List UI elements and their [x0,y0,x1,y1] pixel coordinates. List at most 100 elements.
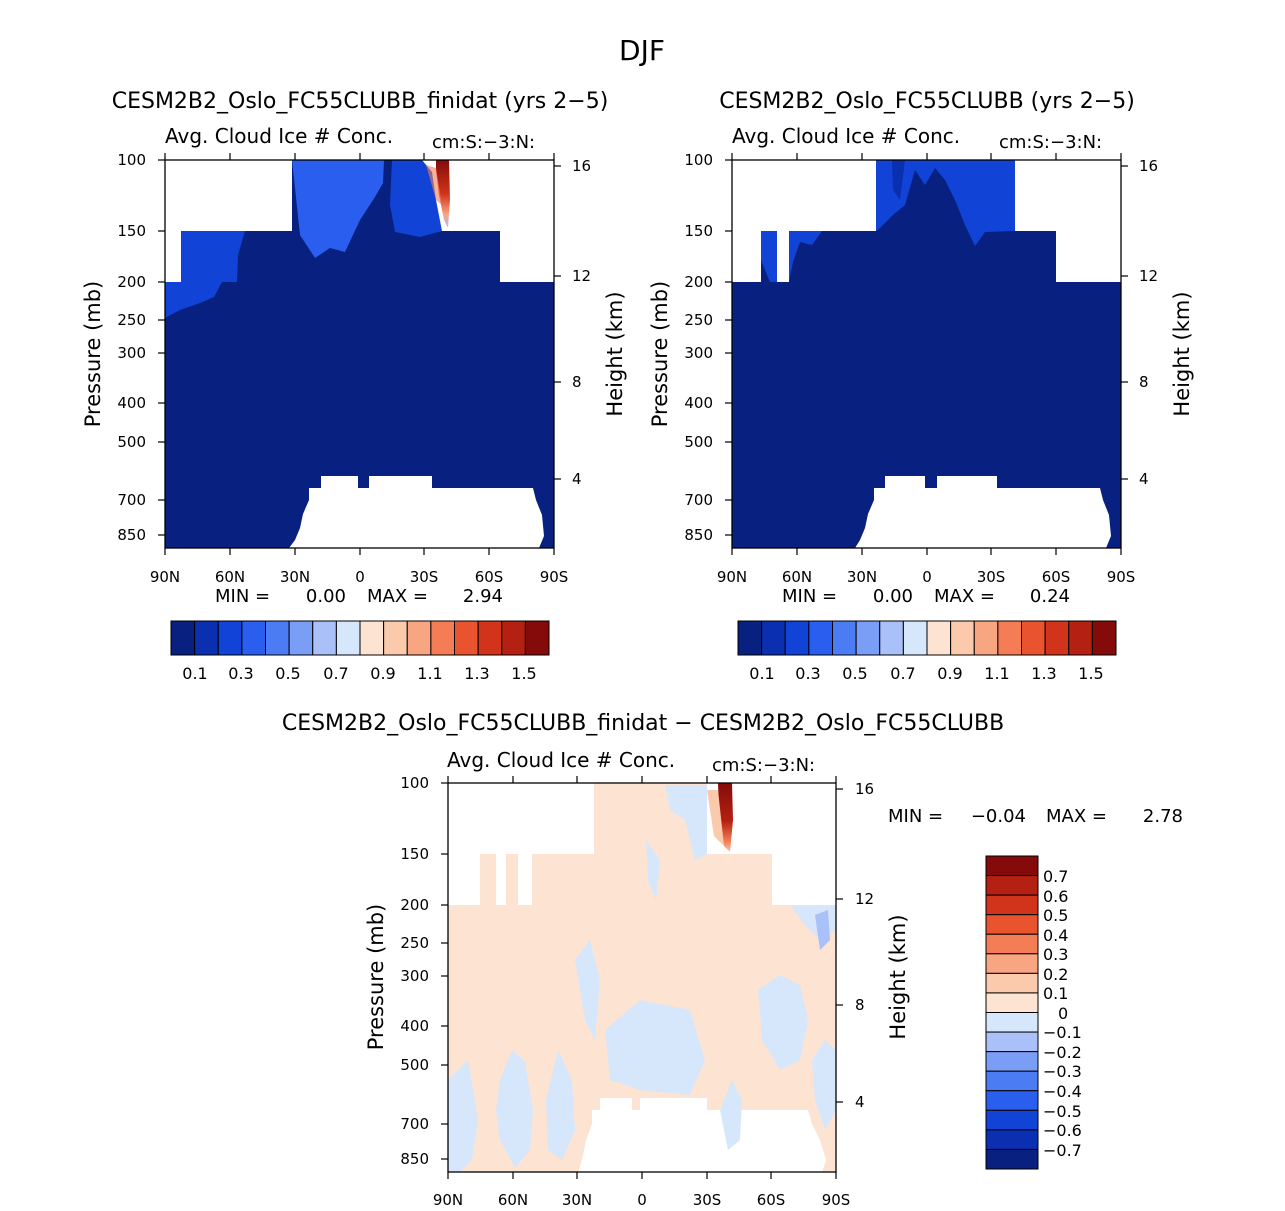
y-tick-label: 850 [684,526,713,544]
y2-tick-label: 12 [1139,267,1158,285]
negative-region [812,1040,836,1130]
y2-tick-label: 16 [855,780,874,798]
colorbar-swatch [985,1109,1039,1131]
ticks [158,153,561,555]
panel-2: CESM2B2_Oslo_FC55CLUBB (yrs 2−5) Avg. Cl… [648,89,1194,683]
panel-subtitle: Avg. Cloud Ice # Conc. [732,124,960,148]
y2-tick-labels: 16 12 8 4 [1139,157,1158,488]
colorbar-label: 0 [1058,1004,1068,1023]
colorbar-swatch [808,620,833,656]
units-label: cm:S:−3:N: [432,132,535,153]
colorbar-swatch [359,620,385,656]
x-tick-label: 30N [280,568,310,586]
x-tick-label: 30N [562,1191,592,1209]
y2-tick-label: 4 [855,1093,865,1111]
colorbar-label: 0.4 [1043,926,1068,945]
colorbar-swatch [477,620,503,656]
max-value: 2.94 [463,586,503,607]
colorbar-label: 0.5 [275,664,300,683]
panel-title: CESM2B2_Oslo_FC55CLUBB_finidat (yrs 2−5) [112,89,609,114]
min-label: MIN = [888,806,943,827]
contour-field [165,160,554,548]
panel-title: CESM2B2_Oslo_FC55CLUBB_finidat − CESM2B2… [282,711,1004,736]
y-axis-label: Pressure (mb) [648,281,672,428]
y-tick-labels: 100 150 200 250 300 400 500 700 850 [400,774,429,1168]
colorbar-label: 0.1 [1043,984,1068,1003]
colorbar-swatch [265,620,290,656]
colorbar-label: −0.2 [1043,1043,1082,1062]
blue-region [390,160,442,237]
colorbar-label: 0.9 [370,664,395,683]
y-tick-labels: 100 150 200 250 300 400 500 700 850 [684,151,713,544]
contour-field [448,783,836,1172]
negative-region [575,940,600,1040]
min-label: MIN = [215,586,270,607]
x-tick-label: 30N [847,568,877,586]
colorbar [170,620,550,656]
y-tick-label: 500 [400,1056,429,1074]
negative-region [646,840,660,900]
y-tick-label: 100 [684,151,713,169]
colorbar-swatch [879,620,904,656]
y-tick-label: 850 [400,1150,429,1168]
gap-region [496,854,506,905]
negative-region [605,1000,705,1095]
colorbar-swatch [985,953,1039,974]
positive-region [448,783,836,1172]
colorbar-swatch [950,620,975,656]
colorbar-swatch [335,620,361,656]
colorbar-label: 0.5 [1043,906,1068,925]
colorbar-swatch [288,620,314,656]
colorbar-label: 0.9 [937,664,962,683]
negative-region [546,1050,575,1160]
colorbar-label: −0.1 [1043,1023,1082,1042]
colorbar-labels: 0.7 0.6 0.5 0.4 0.3 0.2 0.1 0 −0.1 −0.2 … [1043,867,1082,1160]
y-tick-label: 100 [117,151,146,169]
panel-title: CESM2B2_Oslo_FC55CLUBB (yrs 2−5) [719,89,1135,114]
colorbar-swatch [241,620,266,656]
colorbar-swatch [784,620,810,656]
diff-core-edge [707,790,724,846]
colorbar-swatch [1068,620,1093,656]
colorbar-label: 0.7 [323,664,348,683]
y-tick-label: 300 [117,344,146,362]
colorbar-swatch [1091,620,1117,656]
y-tick-label: 500 [684,433,713,451]
colorbar-label: 0.3 [228,664,253,683]
x-tick-label: 0 [637,1191,647,1209]
x-tick-label: 90N [150,568,180,586]
y-tick-label: 200 [400,896,429,914]
colorbar-labels: 0.1 0.3 0.5 0.7 0.9 1.1 1.3 1.5 [749,664,1103,683]
y-axis-label: Pressure (mb) [81,281,105,428]
y-tick-labels: 100 150 200 250 300 400 500 700 850 [117,151,146,544]
y2-tick-label: 8 [855,996,865,1014]
panel-3: CESM2B2_Oslo_FC55CLUBB_finidat − CESM2B2… [282,711,1183,1209]
negative-region [448,1060,478,1172]
colorbar-label: 1.1 [984,664,1009,683]
y2-tick-label: 16 [1139,157,1158,175]
y-tick-label: 200 [117,273,146,291]
colorbar-swatch [997,620,1022,656]
blue-region [165,231,245,318]
x-tick-label: 90S [540,568,569,586]
negative-region [496,1050,533,1168]
y-tick-label: 400 [117,394,146,412]
units-label: cm:S:−3:N: [999,132,1102,153]
colorbar-label: 1.3 [464,664,489,683]
colorbar-label: 0.2 [1043,965,1068,984]
negative-region [720,1080,742,1150]
colorbar-swatch [985,933,1039,955]
y-tick-label: 700 [117,491,146,509]
colorbar-swatch [985,1090,1039,1111]
colorbar-label: 0.1 [182,664,207,683]
colorbar-swatch [1044,620,1070,656]
colorbar-swatch [1021,620,1046,656]
y-tick-label: 300 [684,344,713,362]
y2-tick-label: 4 [572,470,582,488]
x-tick-label: 60N [782,568,812,586]
colorbar-swatch [985,855,1039,877]
units-label: cm:S:−3:N: [712,755,815,776]
colorbar-label: 1.1 [417,664,442,683]
colorbar-label: 1.5 [511,664,536,683]
colorbar-swatch [454,620,479,656]
